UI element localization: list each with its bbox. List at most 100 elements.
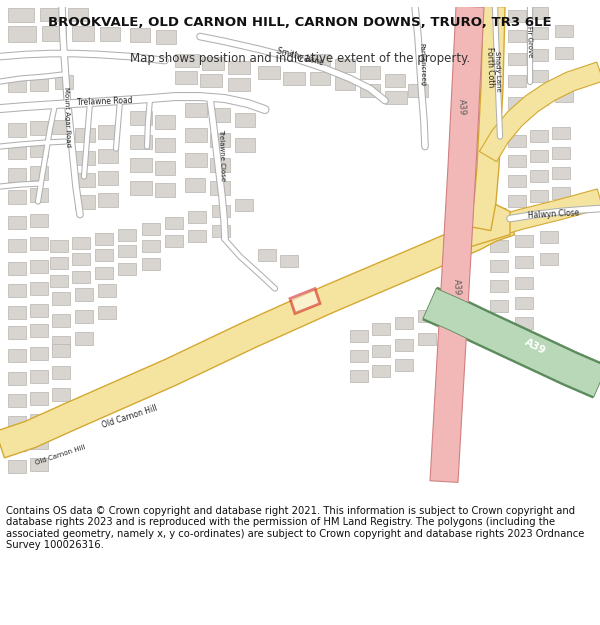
Bar	[8, 122, 26, 136]
Bar	[72, 236, 90, 249]
Bar	[200, 74, 222, 86]
Bar	[142, 239, 160, 251]
Bar	[185, 152, 207, 166]
Bar	[72, 271, 90, 282]
Text: Map shows position and indicative extent of the property.: Map shows position and indicative extent…	[130, 52, 470, 65]
Bar	[228, 61, 250, 74]
Text: Halwyn Close: Halwyn Close	[527, 209, 579, 221]
Bar	[165, 234, 183, 246]
Polygon shape	[450, 201, 510, 251]
Bar	[530, 189, 548, 201]
Bar	[490, 279, 508, 291]
Bar	[552, 186, 570, 199]
Bar	[72, 26, 94, 41]
Bar	[175, 54, 199, 66]
Text: Trelawne Close: Trelawne Close	[218, 128, 226, 181]
Bar	[372, 364, 390, 376]
Bar	[508, 194, 526, 206]
Text: Parkancreeg: Parkancreeg	[418, 43, 426, 86]
Bar	[372, 322, 390, 334]
Bar	[508, 154, 526, 166]
Bar	[155, 114, 175, 129]
Bar	[52, 119, 70, 134]
Bar	[418, 332, 436, 344]
Bar	[8, 306, 26, 319]
Bar	[228, 78, 250, 91]
Bar	[515, 276, 533, 289]
Bar	[188, 211, 206, 222]
Bar	[52, 388, 70, 401]
Bar	[385, 91, 407, 104]
Bar	[75, 288, 93, 301]
Bar	[155, 161, 175, 174]
Bar	[335, 76, 355, 89]
Bar	[75, 151, 95, 164]
Bar	[8, 168, 26, 181]
Bar	[30, 121, 48, 134]
Polygon shape	[424, 289, 600, 396]
Bar	[30, 281, 48, 294]
Bar	[515, 296, 533, 309]
Text: A39: A39	[457, 98, 467, 115]
Bar	[212, 204, 230, 216]
Bar	[8, 349, 26, 361]
Polygon shape	[430, 6, 484, 482]
Bar	[155, 138, 175, 151]
Bar	[508, 96, 526, 109]
Bar	[258, 66, 280, 79]
Bar	[212, 224, 230, 236]
Bar	[30, 369, 48, 382]
Bar	[30, 259, 48, 272]
Polygon shape	[469, 6, 505, 231]
Bar	[530, 69, 548, 81]
Bar	[165, 216, 183, 229]
Bar	[52, 344, 70, 356]
Bar	[395, 316, 413, 329]
Bar	[175, 71, 197, 84]
Bar	[395, 339, 413, 351]
Bar	[185, 102, 207, 116]
Bar	[50, 256, 68, 269]
Bar	[30, 346, 48, 359]
Bar	[508, 9, 526, 21]
Bar	[350, 369, 368, 381]
Text: Contains OS data © Crown copyright and database right 2021. This information is : Contains OS data © Crown copyright and d…	[6, 506, 584, 551]
Bar	[385, 74, 405, 86]
Bar	[552, 126, 570, 139]
Bar	[52, 314, 70, 326]
Bar	[188, 229, 206, 241]
Bar	[8, 326, 26, 339]
Bar	[98, 192, 118, 206]
Bar	[490, 299, 508, 311]
Bar	[130, 111, 152, 124]
Polygon shape	[487, 189, 600, 238]
Bar	[75, 173, 95, 186]
Bar	[442, 326, 460, 339]
Bar	[130, 158, 152, 171]
Bar	[235, 112, 255, 126]
Bar	[8, 371, 26, 384]
Bar	[530, 169, 548, 181]
Bar	[8, 438, 26, 451]
Bar	[50, 274, 68, 286]
Bar	[508, 74, 526, 86]
Bar	[52, 366, 70, 379]
Bar	[40, 8, 62, 21]
Bar	[185, 127, 207, 141]
Polygon shape	[424, 289, 600, 396]
Bar	[8, 216, 26, 229]
Bar	[30, 458, 48, 471]
Bar	[360, 66, 380, 79]
Polygon shape	[290, 289, 320, 314]
Bar	[68, 8, 88, 21]
Bar	[418, 309, 436, 321]
Polygon shape	[0, 208, 515, 458]
Text: Old Carnon Hill: Old Carnon Hill	[34, 444, 86, 466]
Bar	[98, 171, 118, 184]
Bar	[30, 188, 48, 201]
Bar	[30, 414, 48, 426]
Bar	[360, 84, 380, 96]
Bar	[552, 146, 570, 159]
Bar	[75, 194, 95, 209]
Bar	[210, 132, 230, 146]
